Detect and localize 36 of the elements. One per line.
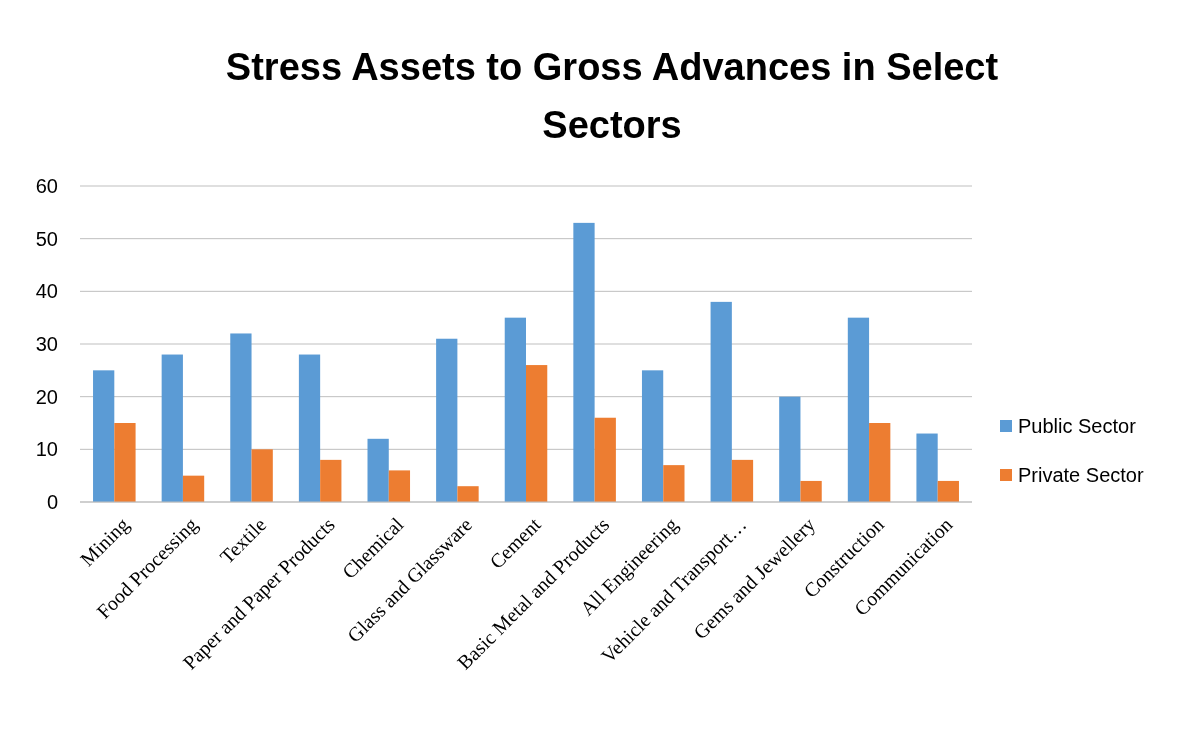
y-tick-label: 30 bbox=[35, 333, 58, 355]
bar bbox=[457, 486, 479, 502]
bar bbox=[800, 480, 822, 502]
bar bbox=[573, 222, 595, 502]
bar bbox=[161, 354, 183, 502]
bar bbox=[182, 475, 205, 502]
bar bbox=[916, 433, 938, 502]
bar bbox=[869, 423, 891, 502]
bar bbox=[847, 317, 870, 502]
bar bbox=[230, 333, 252, 502]
bar bbox=[641, 370, 664, 502]
y-tick-label: 0 bbox=[46, 491, 58, 513]
bar bbox=[436, 338, 458, 502]
bar bbox=[663, 465, 685, 502]
bar bbox=[710, 301, 732, 502]
y-tick-label: 60 bbox=[35, 175, 58, 197]
y-tick-label: 20 bbox=[35, 385, 58, 408]
legend-label: Public Sector bbox=[1018, 415, 1137, 437]
chart-title: Stress Assets to Gross Advances in Select Sectors bbox=[225, 46, 999, 146]
y-tick-label: 50 bbox=[35, 227, 58, 250]
bar bbox=[367, 438, 389, 502]
bar bbox=[388, 470, 411, 502]
y-tick-label: 40 bbox=[35, 280, 58, 303]
bar bbox=[731, 459, 754, 502]
bar bbox=[526, 365, 548, 502]
bar bbox=[937, 480, 959, 502]
bar bbox=[251, 449, 273, 502]
bar bbox=[779, 396, 801, 502]
bar bbox=[320, 459, 342, 502]
legend-label: Private Sector bbox=[1018, 464, 1144, 486]
bar bbox=[93, 370, 115, 502]
bar bbox=[114, 423, 136, 502]
bar bbox=[504, 317, 526, 502]
y-tick-label: 10 bbox=[35, 438, 58, 461]
bar bbox=[298, 354, 321, 502]
bar bbox=[594, 417, 616, 502]
